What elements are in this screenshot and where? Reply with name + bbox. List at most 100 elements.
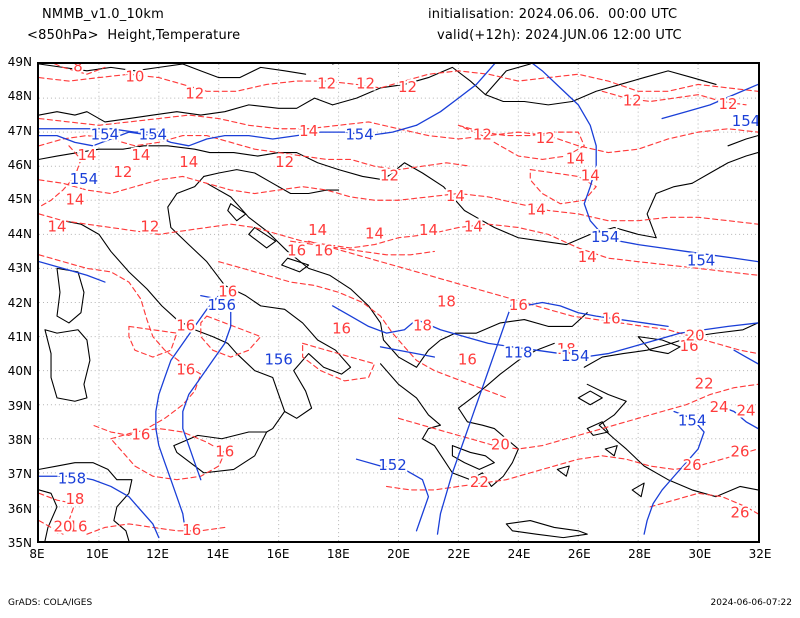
y-tick-41N: 41N [7, 329, 32, 344]
temperature-label-halo: 14 [65, 190, 84, 208]
temperature-label-halo: 24 [710, 398, 729, 416]
y-tick-43N: 43N [7, 261, 32, 276]
temperature-label: 18 [557, 340, 576, 358]
temperature-label: 12 [275, 153, 294, 171]
height-label: 118 [504, 344, 532, 362]
height-label-halo: 156 [208, 296, 236, 314]
y-tick-45N: 45N [7, 192, 32, 207]
height-label: 152 [378, 456, 406, 474]
temperature-label-halo: 12 [140, 218, 159, 236]
temperature-label: 14 [131, 146, 150, 164]
temperature-label-halo: 12 [380, 166, 399, 184]
temperature-label: 10 [125, 68, 144, 86]
temperature-label-halo: 12 [623, 91, 642, 109]
temperature-isotherm [39, 114, 758, 154]
temperature-isotherm [39, 254, 202, 436]
height-contour [415, 64, 496, 126]
temperature-isotherm [110, 427, 226, 481]
height-label: 154 [687, 252, 715, 270]
x-tick-14E: 14E [206, 547, 230, 561]
temperature-label: 14 [47, 218, 66, 236]
temperature-label-halo: 24 [737, 402, 756, 420]
coastline [451, 445, 495, 470]
temperature-label-halo: 14 [299, 122, 318, 140]
height-label-halo: 154 [139, 126, 167, 144]
coastline [39, 489, 58, 541]
footer-attribution: GrADS: COLA/IGES [8, 598, 93, 608]
height-label-halo: 154 [678, 412, 706, 430]
footer-timestamp: 2024-06-06-07:22 [710, 598, 793, 608]
temperature-label-halo: 12 [113, 163, 132, 181]
coastline [39, 97, 334, 123]
coastline [505, 520, 588, 539]
temperature-label-halo: 10 [125, 68, 144, 86]
temperature-label-halo: 20 [53, 517, 72, 535]
temperature-label-halo: 14 [308, 221, 327, 239]
height-label-halo: 154 [561, 347, 589, 365]
x-tick-12E: 12E [146, 547, 169, 561]
height-contour [379, 346, 436, 358]
y-tick-38N: 38N [7, 432, 32, 447]
y-tick-46N: 46N [7, 158, 32, 173]
coastline [173, 431, 268, 474]
temperature-label: 16 [218, 282, 237, 300]
height-contour [155, 295, 220, 535]
initialisation-time: initialisation: 2024.06.06. 00:00 UTC [428, 7, 678, 22]
temperature-label: 24 [737, 402, 756, 420]
height-contour [523, 301, 669, 328]
temperature-label-halo: 14 [464, 218, 483, 236]
temperature-label: 20 [491, 436, 510, 454]
height-label: 154 [561, 347, 589, 365]
temperature-isotherm [457, 124, 585, 160]
temperature-label-halo: 12 [317, 74, 336, 92]
temperature-label-halo: 16 [182, 521, 201, 539]
temperature-label: 14 [419, 221, 438, 239]
coastline [619, 70, 717, 85]
height-label-halo: 154 [70, 170, 98, 188]
temperature-label-halo: 16 [131, 425, 150, 443]
temperature-label-halo: 14 [131, 146, 150, 164]
temperature-label-halo: 16 [509, 296, 528, 314]
x-tick-10E: 10E [85, 547, 109, 561]
x-tick-22E: 22E [447, 547, 471, 561]
temperature-label: 16 [176, 361, 195, 379]
height-label: 156 [208, 296, 236, 314]
temperature-label: 26 [683, 456, 702, 474]
temperature-label-halo: 14 [365, 224, 384, 242]
temperature-label: 24 [710, 398, 729, 416]
coastline [646, 182, 693, 239]
temperature-isotherm [649, 492, 758, 515]
x-tick-16E: 16E [266, 547, 290, 561]
temperature-label: 16 [458, 350, 477, 368]
temperature-label-halo: 16 [314, 241, 333, 259]
temperature-isotherm [302, 342, 376, 382]
temperature-label: 16 [215, 442, 234, 460]
temperature-label: 16 [287, 241, 306, 259]
height-contour [39, 475, 160, 539]
coastline [604, 445, 618, 457]
temperature-isotherm [601, 90, 747, 106]
temperature-label-halo: 12 [719, 95, 738, 113]
height-label-halo: 154 [91, 126, 119, 144]
temperature-isotherm [39, 492, 76, 535]
temperature-label-halo: 12 [536, 129, 555, 147]
temperature-label: 14 [581, 166, 600, 184]
temperature-label: 12 [536, 129, 555, 147]
height-contour [39, 124, 418, 147]
temperature-isotherm [218, 261, 507, 399]
temperature-label-halo: 14 [179, 153, 198, 171]
temperature-label: 12 [317, 74, 336, 92]
temperature-label: 12 [356, 74, 375, 92]
height-label: 156 [264, 350, 292, 368]
temperature-label: 16 [131, 425, 150, 443]
temperature-label-halo: 16 [602, 310, 621, 328]
temperature-label: 12 [113, 163, 132, 181]
temperature-label-halo: 14 [419, 221, 438, 239]
temperature-label-halo: 18 [413, 316, 432, 334]
height-contour [715, 404, 758, 430]
temperature-label: 8 [73, 64, 82, 75]
height-label-halo: 152 [378, 456, 406, 474]
x-tick-18E: 18E [326, 547, 350, 561]
temperature-isotherm [529, 169, 597, 205]
